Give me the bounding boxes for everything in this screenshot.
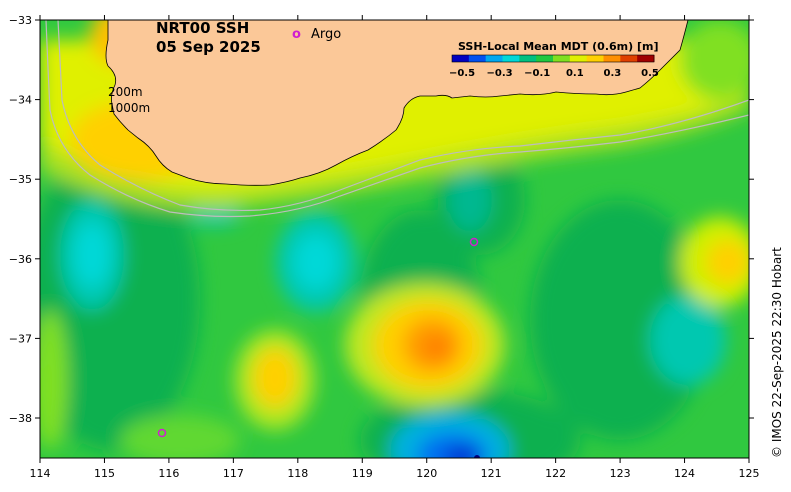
colorbar-swatch	[553, 55, 571, 62]
x-tick-label: 114	[30, 467, 51, 480]
colorbar-title: SSH-Local Mean MDT (0.6m) [m]	[458, 40, 658, 53]
colorbar-swatch	[603, 55, 621, 62]
colorbar-swatch	[620, 55, 638, 62]
colorbar-swatch	[637, 55, 655, 62]
eddy-cyan-west-core	[74, 223, 110, 287]
argo-float	[474, 455, 480, 458]
y-tick-label: −34	[9, 94, 32, 107]
colorbar-swatch	[519, 55, 537, 62]
y-axis: −33 −34 −35 −36 −37 −38	[9, 14, 754, 425]
x-tick-label: 115	[94, 467, 115, 480]
argo-float	[157, 428, 167, 438]
colorbar-swatch	[536, 55, 554, 62]
colorbar-swatch	[586, 55, 604, 62]
colorbar: SSH-Local Mean MDT (0.6m) [m] −0.5 −0.3 −0…	[449, 40, 659, 79]
x-tick-label: 121	[481, 467, 502, 480]
x-tick-label: 119	[352, 467, 373, 480]
eddy-cyan-ne	[448, 168, 492, 232]
colorbar-swatch	[502, 55, 520, 62]
x-tick-label: 118	[287, 467, 308, 480]
x-axis: 114 115 116 117 118 119 120 121 122 123 124 125	[30, 15, 760, 480]
colorbar-tick-label: −0.1	[524, 68, 550, 79]
isobath-label-1000m: 1000m	[108, 101, 150, 115]
eddy-warm-sw-core	[253, 348, 297, 408]
y-tick-label: −37	[9, 332, 32, 345]
eddy-cyan-center-core	[294, 234, 338, 290]
isobath-label-200m: 200m	[108, 85, 143, 99]
y-tick-label: −33	[9, 14, 32, 27]
x-tick-label: 122	[545, 467, 566, 480]
plot-frame	[39, 19, 750, 459]
eddy-blue-core	[444, 446, 480, 458]
x-tick-label: 124	[674, 467, 695, 480]
argo-float	[469, 237, 479, 247]
colorbar-swatch	[569, 55, 588, 62]
eddy-warm-east-core	[706, 240, 749, 284]
y-tick-label: −38	[9, 412, 32, 425]
x-tick-label: 120	[416, 467, 437, 480]
coastal-green-east-right	[680, 20, 749, 100]
colorbar-swatch	[485, 55, 503, 62]
colorbar-frame	[451, 54, 655, 63]
coastal-green-west	[40, 310, 68, 450]
map-title-line2: 05 Sep 2025	[156, 38, 261, 56]
coastal-green-south-west	[120, 415, 240, 458]
x-tick-label: 125	[739, 467, 760, 480]
colorbar-tick-label: −0.3	[487, 68, 513, 79]
isobath-200m	[57, 20, 749, 212]
eddy-cyan-east	[650, 295, 726, 385]
colorbar-tick-label: −0.5	[449, 68, 475, 79]
anomaly-green-east	[530, 200, 710, 440]
colorbar-tick-label: 0.1	[566, 68, 584, 79]
x-tick-label: 116	[158, 467, 179, 480]
map-title-line1: NRT00 SSH	[156, 19, 249, 37]
colorbar-tick-label: 0.3	[604, 68, 622, 79]
argo-legend-marker: o	[292, 27, 301, 42]
eddy-warm-hot	[421, 333, 451, 361]
colorbar-tick-label: 0.5	[641, 68, 659, 79]
x-tick-label: 123	[610, 467, 631, 480]
colorbar-swatch	[468, 55, 487, 62]
y-tick-label: −35	[9, 173, 32, 186]
colorbar-swatches	[452, 55, 655, 62]
colorbar-swatch	[452, 55, 470, 62]
y-tick-label: −36	[9, 253, 32, 266]
colorbar-ticks: −0.5 −0.3 −0.1 0.1 0.3 0.5	[449, 68, 659, 79]
x-tick-label: 117	[223, 467, 244, 480]
credit-text: © IMOS 22-Sep-2025 22:30 Hobart	[770, 247, 784, 458]
argo-legend-label: Argo	[311, 27, 341, 42]
plot-area	[40, 20, 749, 458]
isobath-1000m	[45, 20, 749, 218]
